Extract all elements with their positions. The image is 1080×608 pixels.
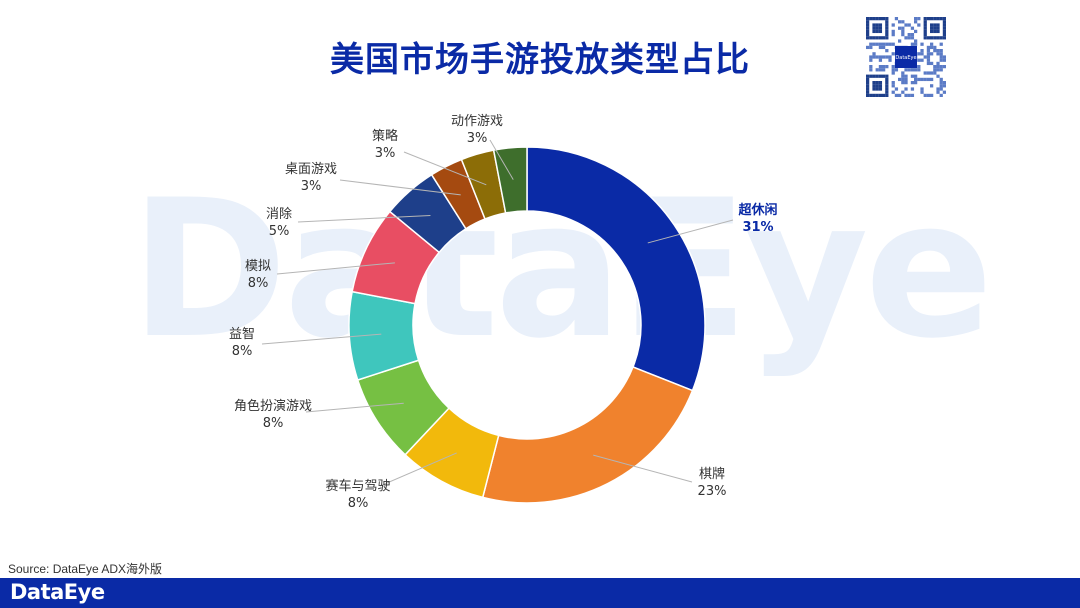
slice-value-6: 5% <box>269 224 290 239</box>
slice-value-5: 8% <box>248 276 269 291</box>
slice-label-3: 角色扮演游戏 <box>234 398 312 414</box>
leader-line-9 <box>489 139 514 180</box>
slice-label-7: 桌面游戏 <box>285 162 337 177</box>
leader-line-3 <box>305 402 404 413</box>
source-note: Source: DataEye ADX海外版 <box>8 562 163 576</box>
slice-value-4: 8% <box>232 344 253 359</box>
slice-0 <box>526 146 706 392</box>
slice-value-3: 8% <box>263 416 284 431</box>
leader-line-5 <box>276 262 395 275</box>
slice-value-9: 3% <box>467 131 488 146</box>
slice-value-1: 23% <box>698 484 727 499</box>
slice-1 <box>481 365 694 504</box>
slice-value-0: 31% <box>742 220 773 235</box>
leader-line-6 <box>297 214 431 223</box>
slice-label-4: 益智 <box>229 327 255 342</box>
leader-line-1 <box>593 454 693 483</box>
qr-code: DataEye <box>866 17 947 98</box>
slice-label-2: 赛车与驾驶 <box>325 478 390 494</box>
slice-label-9: 动作游戏 <box>451 114 503 129</box>
slice-9 <box>492 146 528 214</box>
leader-line-7 <box>339 179 461 196</box>
slice-value-2: 8% <box>348 496 369 511</box>
footer-logo: DataEye <box>10 580 105 604</box>
slice-label-8: 策略 <box>372 128 398 144</box>
donut-chart: 超休闲 31% 棋牌 23% 赛车与驾驶 8% 角色扮演游戏 8% 益智 8% 模拟 8% 消除 5% 桌面… <box>229 114 778 511</box>
leader-line-2 <box>379 452 457 487</box>
leader-line-4 <box>261 333 382 345</box>
slice-label-5: 模拟 <box>245 259 271 274</box>
slice-value-8: 3% <box>375 146 396 161</box>
slice-label-0: 超休闲 <box>738 202 777 218</box>
svg-text:DataEye: DataEye <box>895 55 916 61</box>
slice-label-6: 消除 <box>266 207 292 222</box>
leader-line-0 <box>647 219 734 244</box>
page-title: 美国市场手游投放类型占比 <box>330 40 750 80</box>
slice-label-1: 棋牌 <box>699 466 725 482</box>
slice-value-7: 3% <box>301 179 322 194</box>
footer-bar: DataEye <box>0 578 1080 608</box>
leader-line-8 <box>403 151 487 186</box>
